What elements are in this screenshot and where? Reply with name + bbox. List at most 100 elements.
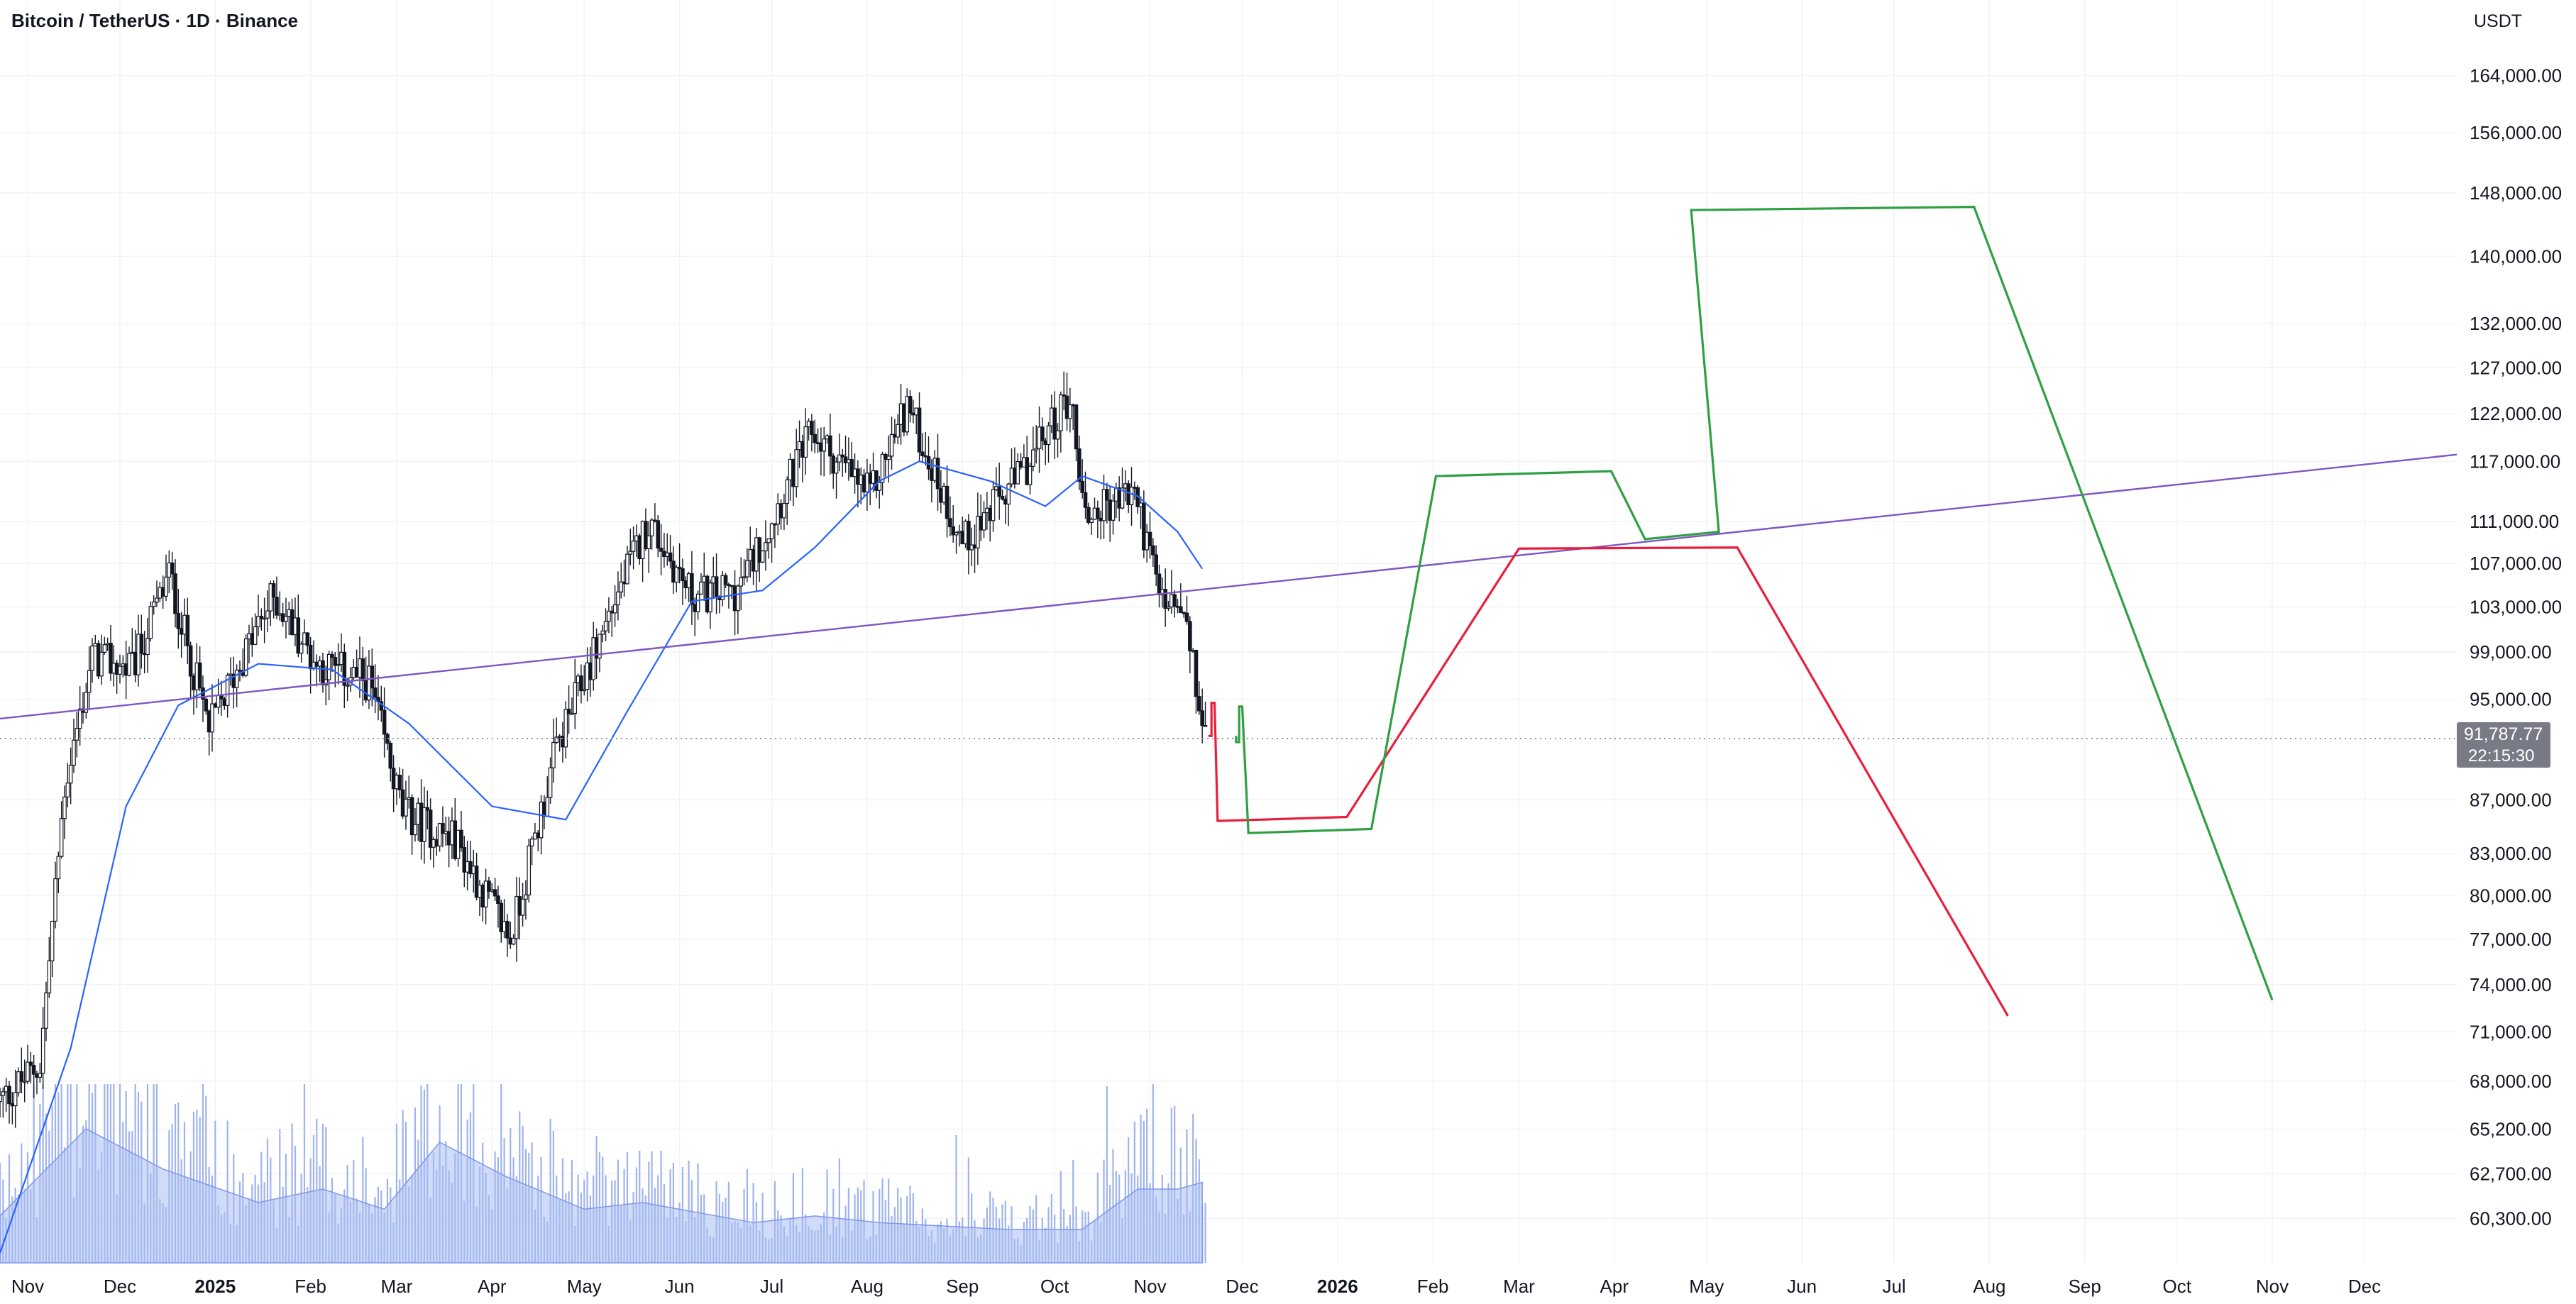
price-tick-label: 71,000.00 [2470, 1021, 2552, 1042]
candle-body [59, 818, 64, 857]
candle-body [886, 455, 891, 460]
candle-body [1059, 394, 1063, 431]
candle-body [409, 797, 414, 836]
candle-body [598, 634, 602, 659]
candle-body [511, 938, 516, 945]
candle-body [388, 742, 393, 769]
candle-body [1163, 589, 1167, 609]
candle-body [591, 637, 596, 680]
time-tick-label: Feb [295, 1276, 326, 1297]
price-moving-average [0, 460, 1204, 1254]
candle-body [757, 537, 762, 563]
time-tick-label: Jul [760, 1276, 783, 1297]
time-tick-label: Sep [2069, 1276, 2101, 1297]
price-tick-label: 83,000.00 [2470, 843, 2552, 864]
candle-body [573, 682, 578, 714]
time-tick-label: Apr [1600, 1276, 1629, 1297]
candle-body [87, 670, 92, 693]
candle-body [612, 604, 617, 614]
candle-body [259, 616, 264, 619]
candle-body [382, 709, 387, 735]
candle-body [923, 455, 928, 458]
candle-body [1172, 594, 1177, 607]
candle-body [145, 638, 150, 656]
candle-body [62, 796, 67, 819]
candle-body [197, 662, 202, 689]
time-tick-label: Dec [104, 1276, 136, 1297]
candle-body [13, 1092, 18, 1107]
candle-body [628, 551, 633, 555]
time-tick-label: Mar [1503, 1276, 1535, 1297]
candle-body [1083, 492, 1088, 508]
candle-body [745, 560, 749, 578]
candle-body [656, 520, 661, 549]
candle-body [1006, 483, 1011, 505]
candle-body [1197, 696, 1201, 712]
candle-body [151, 601, 156, 607]
candle-body [459, 829, 463, 849]
candle-body [720, 575, 725, 600]
candle-body [99, 651, 104, 677]
candle-body [136, 634, 141, 675]
candle-body [28, 1061, 33, 1066]
candle-body [65, 783, 70, 797]
chart-title: Bitcoin / TetherUS · 1D · Binance [11, 10, 299, 31]
trendline [0, 453, 2457, 720]
time-tick-label: Jun [665, 1276, 695, 1297]
green-projection-path [1235, 206, 2274, 1001]
candle-body [296, 617, 301, 654]
candle-body [336, 663, 341, 666]
time-tick-label: Aug [851, 1276, 884, 1297]
candle-body [370, 665, 375, 689]
candle-body [210, 703, 214, 733]
candle-body [385, 734, 390, 744]
candle-body [22, 1081, 27, 1083]
candle-body [708, 582, 712, 613]
price-tick-label: 127,000.00 [2470, 357, 2562, 378]
candle-body [1188, 621, 1192, 651]
candle-body [840, 454, 845, 458]
candle-body [1105, 489, 1109, 501]
candle-body [782, 502, 786, 519]
candle-body [880, 453, 885, 483]
candle-body [981, 512, 986, 531]
candle-body [31, 1065, 36, 1075]
candle-body [428, 810, 433, 848]
price-axis[interactable]: 164,000.00 156,000.00 148,000.00 140,000.00… [2470, 65, 2562, 1230]
candle-body [425, 807, 430, 811]
candle-body [889, 433, 894, 457]
candle-body [234, 669, 239, 688]
candle-body [813, 433, 818, 443]
price-tick-label: 122,000.00 [2470, 403, 2562, 424]
candle-body [19, 1071, 24, 1082]
time-tick-label: 2025 [194, 1276, 236, 1297]
candle-body [548, 767, 553, 798]
red-projection-path [1208, 546, 2009, 1017]
time-tick-label: Oct [1040, 1276, 1069, 1297]
candle-body [714, 576, 719, 597]
candle-body [582, 689, 587, 692]
moving-average-line [0, 460, 1204, 1254]
candle-body [1200, 710, 1204, 726]
time-tick-label: Jun [1787, 1276, 1817, 1297]
time-tick-label: Apr [478, 1276, 507, 1297]
candle-body [1151, 545, 1155, 556]
time-axis[interactable]: Nov Dec 2025 Feb Mar Apr May Jun Jul Aug Sep Oct Nov… [11, 1276, 2381, 1297]
candle-body [699, 581, 703, 595]
price-tick-label: 140,000.00 [2470, 245, 2562, 267]
candle-body [828, 435, 832, 457]
candle-body [794, 449, 799, 487]
candle-body [545, 797, 550, 817]
candle-body [764, 542, 768, 552]
candle-body [529, 839, 534, 846]
candle-body [570, 712, 574, 715]
drawing-layer[interactable] [0, 206, 2457, 1017]
time-tick-label: Feb [1417, 1276, 1449, 1297]
candle-body [976, 516, 980, 548]
candle-body [1031, 449, 1035, 467]
candle-body [600, 630, 605, 635]
candle-body [603, 621, 608, 631]
candle-body [1062, 394, 1066, 397]
candle-body [1101, 489, 1106, 521]
